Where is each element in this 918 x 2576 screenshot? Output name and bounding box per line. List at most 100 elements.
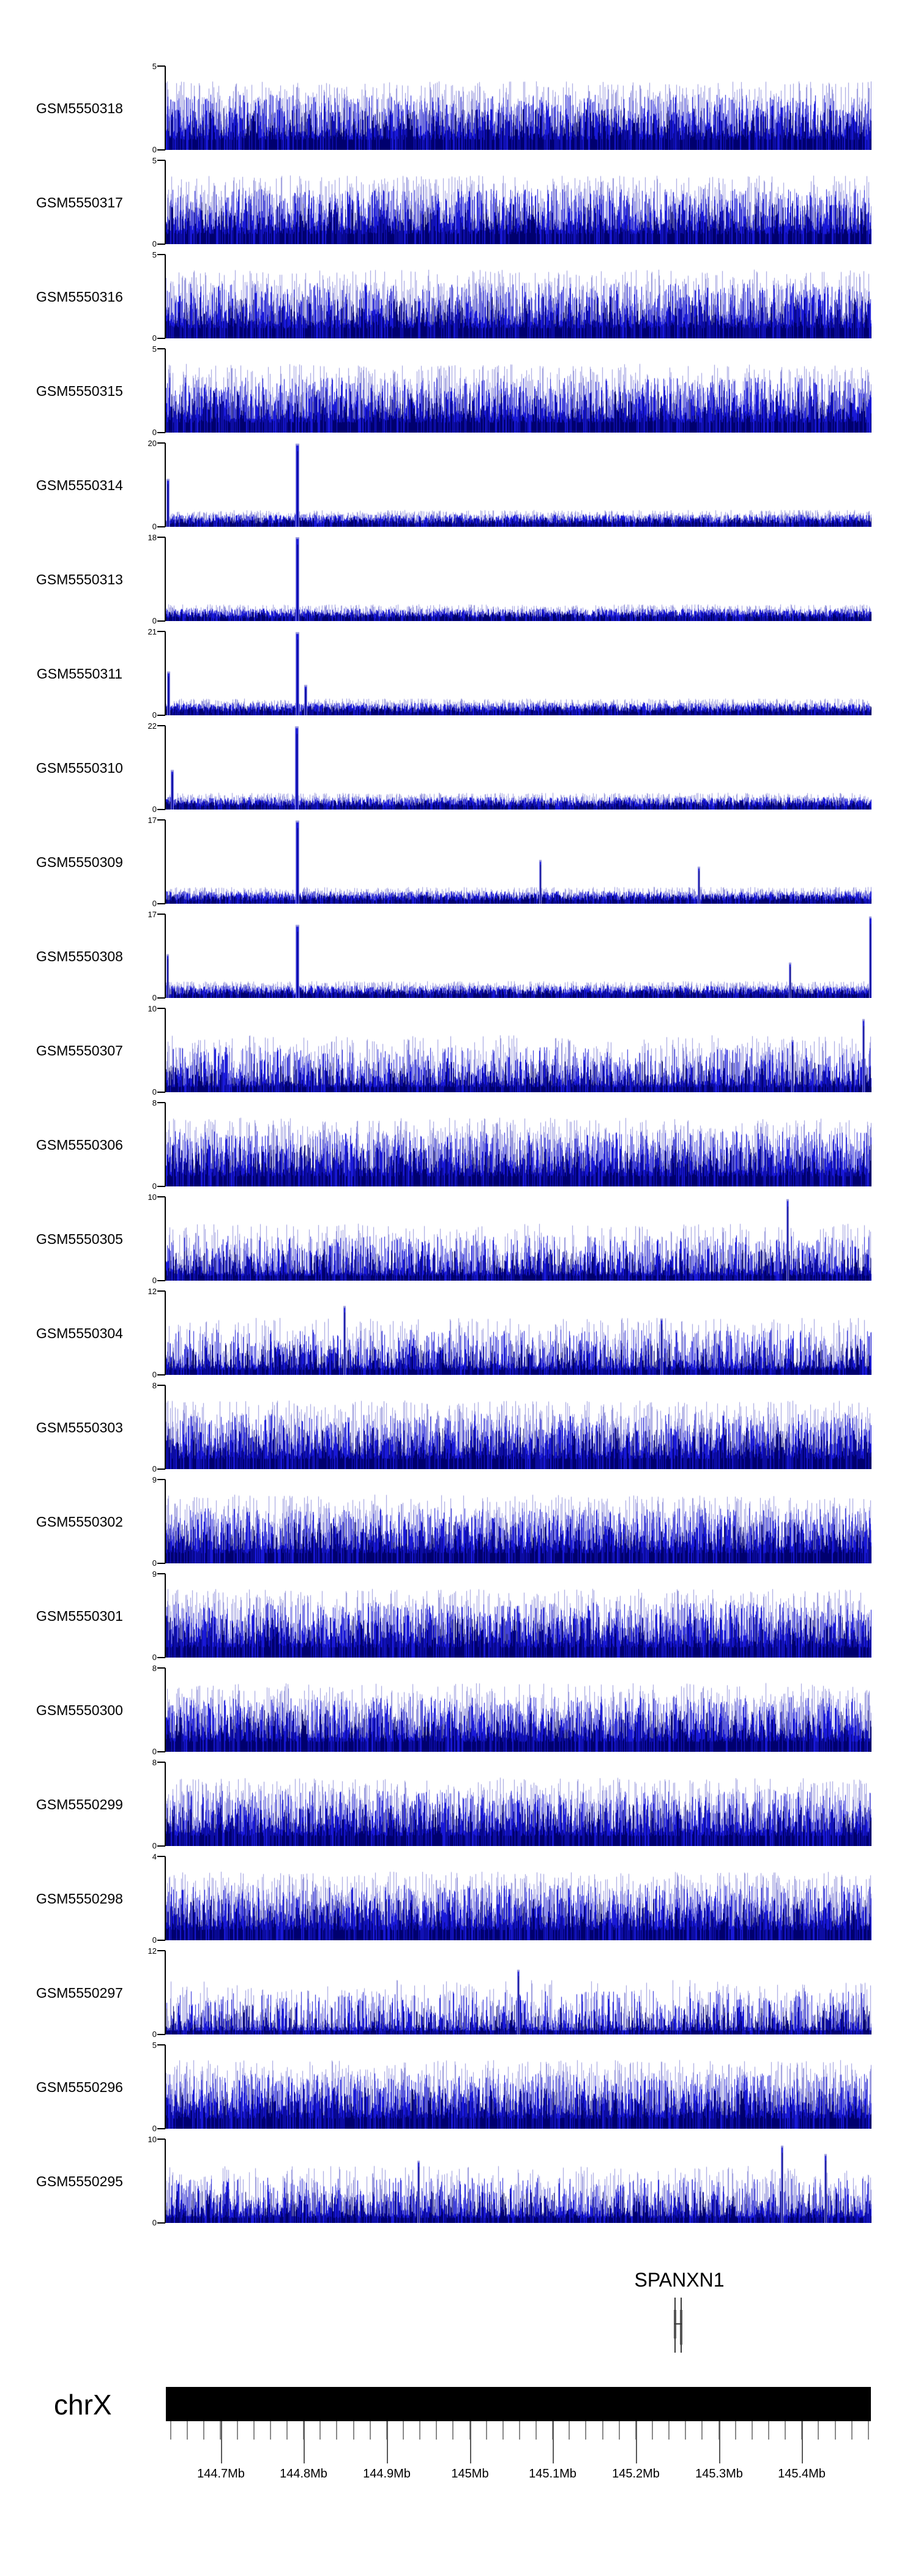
y-axis-zero-label: 0 [152,2218,157,2227]
y-axis-max-label: 12 [147,1287,157,1296]
y-axis-max-label: 5 [152,62,157,71]
y-axis-max-label: 18 [147,533,157,542]
y-axis-zero-label: 0 [152,522,157,531]
ruler-major-tick [221,2421,222,2463]
y-axis-top-tick [157,442,165,444]
y-axis-bottom-tick [157,715,165,716]
y-axis-top-tick [157,1290,165,1292]
ruler-minor-tick [785,2421,786,2440]
track-row: GSM5550308 17 0 [0,910,918,1002]
y-axis-zero-label: 0 [152,2124,157,2133]
y-axis-bottom-tick [157,244,165,245]
track-row: GSM5550307 10 0 [0,1005,918,1096]
y-axis-bottom-tick [157,1563,165,1564]
ruler-minor-tick [768,2421,769,2440]
signal-canvas [166,1103,871,1186]
track-row: GSM5550304 12 0 [0,1287,918,1379]
ruler-major-tick [553,2421,554,2463]
ruler-minor-tick [668,2421,670,2440]
y-axis-zero-label: 0 [152,899,157,908]
y-axis-max-label: 17 [147,910,157,919]
ruler-minor-tick [319,2421,321,2440]
ruler-coordinate-label: 144.9Mb [363,2467,411,2481]
y-axis-max-label: 20 [147,439,157,448]
track-label: GSM5550316 [36,288,123,305]
ruler-coordinate-label: 145.3Mb [695,2467,743,2481]
ruler-minor-tick [286,2421,288,2440]
y-axis-bottom-tick [157,1845,165,1847]
y-axis-bottom-tick [157,1469,165,1470]
y-axis-max-label: 5 [152,250,157,259]
ruler-minor-tick [835,2421,836,2440]
y-axis-line [165,820,166,904]
y-axis-zero-label: 0 [152,710,157,720]
y-axis-bottom-tick [157,1092,165,1093]
track-label: GSM5550318 [36,100,123,116]
track-label: GSM5550297 [36,1984,123,2001]
y-axis-bottom-tick [157,1280,165,1281]
ruler-coordinate-label: 145.2Mb [612,2467,660,2481]
y-axis-max-label: 8 [152,1664,157,1673]
y-axis-max-label: 8 [152,1381,157,1390]
ruler-minor-tick [187,2421,188,2440]
y-axis-line [165,2045,166,2129]
ruler-minor-tick [585,2421,586,2440]
y-axis-top-tick [157,1762,165,1763]
track-row: GSM5550309 17 0 [0,816,918,908]
ruler-major-tick [636,2421,637,2463]
y-axis-bottom-tick [157,2222,165,2224]
y-axis-line [165,537,166,621]
y-axis-max-label: 17 [147,816,157,825]
y-axis-line [165,66,166,150]
track-row: GSM5550302 9 0 [0,1476,918,1567]
signal-canvas [166,1668,871,1752]
track-row: GSM5550295 10 0 [0,2135,918,2227]
track-row: GSM5550303 8 0 [0,1381,918,1473]
track-label: GSM5550315 [36,382,123,399]
y-axis-zero-label: 0 [152,1558,157,1568]
track-label: GSM5550317 [36,194,123,210]
track-label: GSM5550298 [36,1890,123,1907]
y-axis-max-label: 5 [152,156,157,165]
ruler-minor-tick [868,2421,869,2440]
track-row: GSM5550316 5 0 [0,251,918,342]
ruler-major-tick [802,2421,803,2463]
signal-canvas [166,1762,871,1846]
y-axis-bottom-tick [157,149,165,151]
ruler-minor-tick [403,2421,404,2440]
y-axis-bottom-tick [157,432,165,433]
y-axis-zero-label: 0 [152,1464,157,1473]
y-axis-top-tick [157,725,165,726]
y-axis-top-tick [157,1667,165,1669]
ruler-minor-tick [203,2421,204,2440]
y-axis-line [165,1103,166,1186]
signal-canvas [166,914,871,998]
y-axis-zero-label: 0 [152,1935,157,1945]
track-label: GSM5550299 [36,1796,123,1812]
track-row: GSM5550296 5 0 [0,2041,918,2133]
y-axis-top-tick [157,160,165,161]
y-axis-line [165,726,166,810]
y-axis-zero-label: 0 [152,239,157,248]
y-axis-zero-label: 0 [152,145,157,154]
gene-exon-box-right [680,2310,682,2345]
track-row: GSM5550317 5 0 [0,156,918,248]
track-row: GSM5550306 8 0 [0,1099,918,1190]
y-axis-bottom-tick [157,338,165,339]
y-axis-line [165,1291,166,1375]
y-axis-top-tick [157,1479,165,1480]
signal-canvas [166,726,871,810]
ruler-minor-tick [569,2421,570,2440]
y-axis-line [165,914,166,998]
y-axis-zero-label: 0 [152,1841,157,1850]
ruler-major-tick [387,2421,388,2463]
chromosome-ideogram [166,2387,871,2421]
y-axis-max-label: 9 [152,1569,157,1579]
ruler-minor-tick [685,2421,686,2440]
track-label: GSM5550310 [36,759,123,776]
ruler-major-tick [470,2421,471,2463]
track-label: GSM5550307 [36,1042,123,1059]
ruler-minor-tick [652,2421,653,2440]
ruler-coordinate-label: 144.8Mb [280,2467,327,2481]
signal-canvas [166,1008,871,1092]
